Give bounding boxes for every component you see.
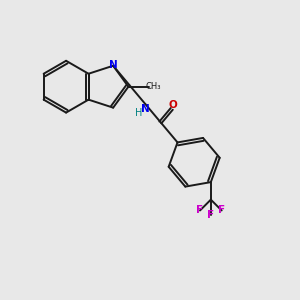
- Text: CH₃: CH₃: [145, 82, 160, 91]
- Text: N: N: [141, 104, 150, 114]
- Text: O: O: [168, 100, 177, 110]
- Text: F: F: [196, 206, 204, 215]
- Text: N: N: [109, 60, 118, 70]
- Text: F: F: [207, 210, 214, 220]
- Text: H: H: [135, 109, 142, 118]
- Text: F: F: [218, 206, 225, 215]
